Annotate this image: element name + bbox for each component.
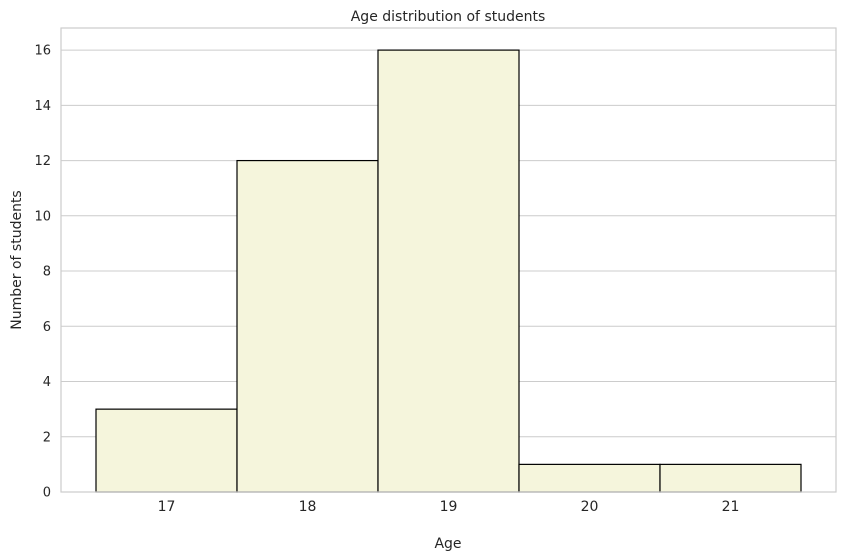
bar-age-18 — [236, 159, 379, 493]
plot-frame — [60, 27, 837, 493]
x-tick-label: 19 — [440, 499, 458, 515]
y-tick-label: 0 — [43, 486, 51, 501]
x-tick-labels: 17 18 19 20 21 — [158, 499, 740, 515]
x-tick-label: 21 — [722, 499, 740, 515]
x-axis-label: Age — [434, 536, 461, 552]
x-tick-label: 18 — [299, 499, 317, 515]
y-tick-label: 14 — [34, 99, 51, 114]
chart-title: Age distribution of students — [351, 9, 546, 25]
bar-age-19 — [377, 49, 520, 493]
bar-age-17 — [95, 408, 238, 493]
bars — [95, 49, 802, 493]
x-tick-label: 20 — [581, 499, 599, 515]
y-tick-label: 16 — [34, 44, 51, 59]
x-tick-label: 17 — [158, 499, 176, 515]
y-tick-label: 6 — [43, 320, 51, 335]
y-tick-label: 4 — [43, 375, 51, 390]
y-tick-label: 12 — [34, 154, 51, 169]
y-tick-label: 8 — [43, 265, 51, 280]
y-tick-label: 2 — [43, 430, 51, 445]
y-tick-labels: 0 2 4 6 8 10 12 14 16 — [34, 44, 51, 501]
y-axis-label: Number of students — [9, 190, 25, 329]
bar-age-20 — [518, 463, 661, 493]
y-tick-label: 10 — [34, 209, 51, 224]
bar-age-21 — [659, 463, 802, 493]
